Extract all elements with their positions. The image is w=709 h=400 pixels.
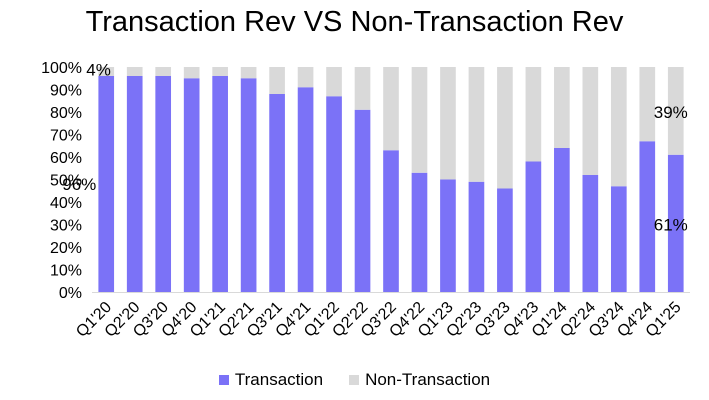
- data-label: 39%: [654, 103, 688, 122]
- bar-transaction: [354, 109, 371, 292]
- bar-transaction: [326, 96, 342, 292]
- bar-transaction: [440, 179, 456, 292]
- bar-transaction: [610, 186, 627, 292]
- bar-non-transaction: [155, 67, 172, 76]
- legend: Transaction Non-Transaction: [0, 370, 709, 390]
- bar-non-transaction: [326, 67, 342, 97]
- y-tick-label: 90%: [50, 83, 82, 100]
- bar-non-transaction: [354, 67, 371, 110]
- data-label: 61%: [654, 216, 688, 235]
- y-tick-label: 70%: [50, 128, 82, 145]
- legend-label-transaction: Transaction: [234, 370, 324, 389]
- bar-transaction: [240, 78, 257, 292]
- bar-non-transaction: [98, 67, 115, 76]
- bar-transaction: [98, 76, 115, 292]
- bar-transaction: [582, 175, 599, 292]
- bar-non-transaction: [183, 67, 200, 79]
- bar-non-transaction: [126, 67, 143, 76]
- bar-non-transaction: [554, 67, 570, 148]
- legend-label-non-transaction: Non-Transaction: [365, 370, 491, 389]
- y-tick-label: 40%: [50, 195, 82, 212]
- bar-non-transaction: [639, 67, 656, 142]
- bar-transaction: [212, 76, 228, 292]
- bar-transaction: [297, 87, 314, 292]
- bar-non-transaction: [212, 67, 228, 76]
- bar-non-transaction: [468, 67, 485, 182]
- bar-non-transaction: [440, 67, 456, 180]
- legend-swatch-transaction: [218, 375, 229, 385]
- y-tick-label: 0%: [59, 285, 82, 302]
- bar-non-transaction: [525, 67, 542, 162]
- bar-transaction: [639, 141, 656, 292]
- legend-item-transaction: Transaction: [218, 370, 324, 390]
- legend-item-non-transaction: Non-Transaction: [349, 370, 490, 390]
- data-label: 4%: [86, 61, 111, 80]
- bar-non-transaction: [610, 67, 627, 187]
- y-tick-label: 20%: [50, 240, 82, 257]
- chart-title: Transaction Rev VS Non-Transaction Rev: [85, 6, 624, 38]
- bar-non-transaction: [582, 67, 599, 175]
- data-label: 96%: [62, 175, 96, 194]
- bar-non-transaction: [269, 67, 285, 94]
- bar-non-transaction: [667, 67, 684, 155]
- bar-transaction: [183, 78, 200, 292]
- bar-non-transaction: [497, 67, 513, 189]
- bar-transaction: [411, 172, 428, 292]
- y-tick-label: 80%: [50, 105, 82, 122]
- y-tick-label: 10%: [50, 263, 82, 280]
- y-tick-label: 100%: [41, 60, 82, 77]
- bar-transaction: [155, 76, 172, 292]
- bar-non-transaction: [240, 67, 257, 79]
- bar-non-transaction: [411, 67, 428, 173]
- bar-transaction: [554, 148, 570, 292]
- y-tick-label: 30%: [50, 218, 82, 235]
- y-tick-label: 50%: [50, 173, 82, 190]
- bar-transaction: [269, 94, 285, 292]
- legend-swatch-non-transaction: [349, 375, 360, 385]
- bar-transaction: [497, 188, 513, 292]
- bar-transaction: [525, 161, 542, 292]
- bar-transaction: [468, 181, 485, 292]
- bar-non-transaction: [297, 67, 314, 88]
- bar-transaction: [383, 150, 399, 292]
- bar-transaction: [126, 76, 143, 292]
- y-tick-label: 60%: [50, 150, 82, 167]
- bar-transaction: [667, 154, 684, 292]
- bar-non-transaction: [383, 67, 399, 151]
